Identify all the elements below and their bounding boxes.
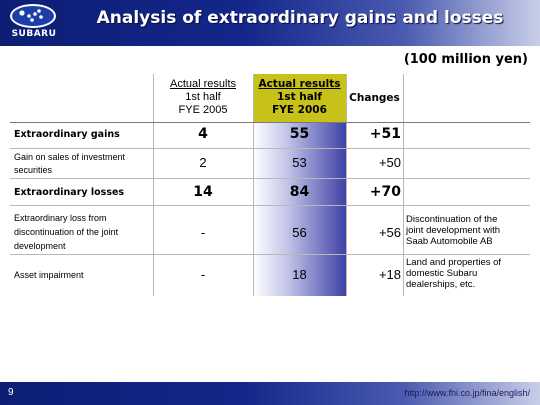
row-divider	[10, 254, 530, 255]
gains-losses-table: Actual results 1st half FYE 2005 Actual …	[10, 74, 530, 296]
header-fye2006-line2: 1st half	[277, 91, 322, 103]
row-label-loss-discontinuation: Extraordinary loss from discontinuation …	[14, 213, 119, 251]
cell-change: +70	[369, 184, 401, 200]
column-divider	[153, 74, 154, 296]
header-fye2005-line1: Actual results	[169, 78, 237, 90]
cell-change: +18	[378, 267, 401, 282]
header-fye2006: Actual results 1st half FYE 2006	[253, 78, 346, 117]
header-fye2005-line3: FYE 2005	[178, 104, 228, 116]
cell-fye2006: 56	[292, 225, 307, 240]
row-note-asset-impairment: Land and properties of domestic Subaru d…	[406, 257, 502, 290]
cell-fye2005: 4	[198, 126, 208, 142]
cell-fye2006: 84	[289, 184, 310, 200]
row-divider	[10, 122, 530, 123]
header-fye2006-line1: Actual results	[258, 78, 341, 90]
column-divider	[346, 74, 347, 296]
page-number: 9	[8, 387, 14, 398]
unit-label: (100 million yen)	[403, 52, 528, 67]
row-label-extraordinary-losses: Extraordinary losses	[14, 187, 125, 198]
row-note-discontinuation: Discontinuation of the joint development…	[406, 214, 500, 247]
cell-fye2006: 55	[289, 126, 310, 142]
header-changes: Changes	[349, 92, 400, 104]
cell-fye2005: -	[200, 267, 206, 282]
cell-fye2005: 2	[199, 155, 207, 170]
cell-change: +51	[369, 126, 401, 142]
row-label-gain-on-sales: Gain on sales of investment securities	[14, 152, 126, 175]
header-fye2006-line3: FYE 2006	[272, 104, 327, 116]
row-label-extraordinary-gains: Extraordinary gains	[14, 129, 120, 140]
cell-fye2006: 18	[292, 267, 307, 282]
cell-fye2005: 14	[193, 184, 213, 200]
row-divider	[10, 205, 530, 206]
subaru-logo: SUBARU	[4, 2, 64, 44]
row-divider	[10, 148, 530, 149]
page-title: Analysis of extraordinary gains and loss…	[96, 8, 504, 28]
row-divider	[10, 178, 530, 179]
footer-bar: 9 http://www.fhi.co.jp/fina/english/	[0, 382, 540, 405]
cell-fye2005: -	[200, 225, 206, 240]
cell-fye2006: 53	[292, 155, 307, 170]
logo-text: SUBARU	[11, 29, 57, 39]
header-fye2005-line2: 1st half	[185, 91, 221, 103]
cell-change: +56	[378, 225, 401, 240]
header-fye2005: Actual results 1st half FYE 2005	[153, 78, 253, 117]
column-divider	[253, 74, 254, 296]
header-bar: SUBARU Analysis of extraordinary gains a…	[0, 0, 540, 46]
cell-change: +50	[378, 155, 401, 170]
footer-url[interactable]: http://www.fhi.co.jp/fina/english/	[404, 388, 530, 398]
highlight-header	[253, 74, 346, 122]
pleiades-emblem-icon	[10, 4, 56, 28]
column-divider	[403, 74, 404, 296]
row-label-asset-impairment: Asset impairment	[14, 270, 84, 280]
